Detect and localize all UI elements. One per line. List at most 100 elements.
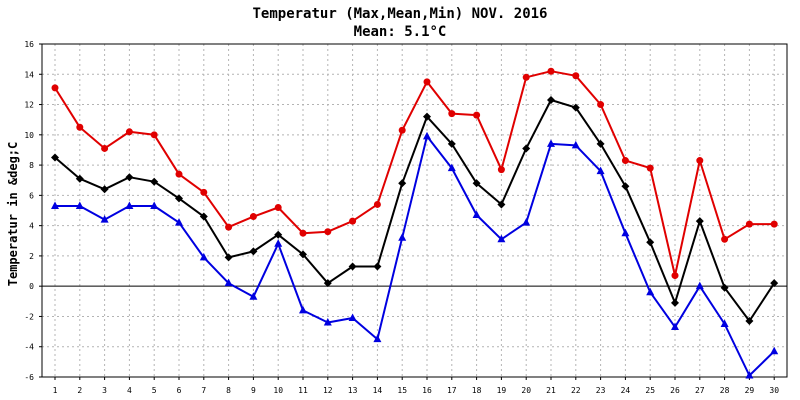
data-point <box>720 283 729 292</box>
x-tick-label: 30 <box>769 386 779 395</box>
y-tick-label: 0 <box>29 282 34 291</box>
x-tick-label: 25 <box>645 386 655 395</box>
x-tick-label: 9 <box>251 386 256 395</box>
data-point <box>547 67 555 75</box>
x-tick-label: 5 <box>152 386 157 395</box>
data-point <box>571 103 580 112</box>
data-point <box>324 228 332 236</box>
data-point <box>274 239 283 247</box>
chart-subtitle: Mean: 5.1°C <box>354 24 447 40</box>
data-point <box>770 279 779 288</box>
x-tick-label: 14 <box>373 386 383 395</box>
x-tick-label: 3 <box>102 386 107 395</box>
data-point <box>721 235 729 243</box>
data-point <box>224 253 233 262</box>
y-tick-label: 14 <box>24 70 34 79</box>
data-point <box>51 201 59 209</box>
data-point <box>695 281 704 290</box>
data-point <box>720 319 729 328</box>
data-point <box>695 217 704 226</box>
x-tick-label: 1 <box>53 386 58 395</box>
series-line <box>54 70 775 277</box>
data-point <box>249 213 257 221</box>
y-tick-label: 8 <box>29 161 34 170</box>
data-point <box>51 153 59 162</box>
x-tick-label: 21 <box>546 386 556 395</box>
data-point <box>150 177 159 186</box>
data-point <box>646 238 655 247</box>
data-point <box>745 220 753 228</box>
data-point <box>398 233 407 241</box>
series-line <box>55 135 775 377</box>
data-point <box>472 210 481 219</box>
data-point <box>373 262 382 271</box>
x-tick-label: 15 <box>397 386 407 395</box>
data-point <box>373 334 382 343</box>
data-point <box>299 250 307 259</box>
x-tick-label: 28 <box>720 386 730 395</box>
data-point <box>522 144 531 153</box>
x-tick-label: 18 <box>472 386 482 395</box>
data-point <box>473 111 481 119</box>
data-point <box>497 234 506 243</box>
x-tick-label: 22 <box>571 386 581 395</box>
data-point <box>225 223 233 231</box>
data-point <box>745 370 754 379</box>
data-point <box>646 164 654 172</box>
data-point <box>249 292 258 300</box>
data-point <box>51 84 59 92</box>
x-tick-label: 6 <box>177 386 182 395</box>
x-tick-label: 19 <box>497 386 507 395</box>
data-point <box>398 179 407 188</box>
data-point <box>597 101 605 109</box>
data-point <box>199 252 208 261</box>
data-point <box>571 140 580 149</box>
series-2 <box>51 96 779 325</box>
x-tick-label: 20 <box>521 386 531 395</box>
x-tick-label: 2 <box>77 386 82 395</box>
x-tick-label: 27 <box>695 386 705 395</box>
x-tick-label: 11 <box>298 386 308 395</box>
x-tick-label: 10 <box>273 386 283 395</box>
data-point <box>448 110 456 118</box>
data-point <box>373 200 381 208</box>
data-point <box>175 194 183 203</box>
grid <box>42 44 787 377</box>
x-tick-label: 29 <box>745 386 755 395</box>
x-tick-label: 23 <box>596 386 606 395</box>
data-point <box>150 201 159 209</box>
data-point <box>76 123 84 131</box>
x-tick-label: 4 <box>127 386 132 395</box>
y-tick-label: 16 <box>24 40 34 49</box>
chart-title: Temperatur (Max,Mean,Min) NOV. 2016 <box>252 6 547 22</box>
x-tick-label: 8 <box>226 386 231 395</box>
data-point <box>349 217 357 225</box>
data-point <box>547 96 555 105</box>
y-tick-label: -6 <box>24 373 34 382</box>
data-point <box>348 313 357 321</box>
data-point <box>423 131 431 140</box>
data-point <box>398 126 406 134</box>
data-point <box>423 112 431 121</box>
series <box>51 67 779 379</box>
data-point <box>596 166 605 175</box>
data-point <box>572 72 580 80</box>
x-tick-label: 12 <box>323 386 333 395</box>
data-point <box>671 272 679 280</box>
data-point <box>621 157 629 165</box>
x-tick-label: 24 <box>621 386 631 395</box>
data-point <box>100 185 109 194</box>
data-point <box>200 188 208 196</box>
series-line <box>54 99 776 322</box>
data-point <box>348 262 357 271</box>
x-tick-label: 13 <box>348 386 358 395</box>
y-tick-label: 10 <box>24 131 34 140</box>
data-point <box>150 131 158 139</box>
data-point <box>522 218 531 226</box>
y-tick-label: 4 <box>29 222 34 231</box>
data-point <box>770 220 778 228</box>
data-point <box>472 179 481 188</box>
data-point <box>125 128 133 136</box>
data-point <box>274 203 282 211</box>
